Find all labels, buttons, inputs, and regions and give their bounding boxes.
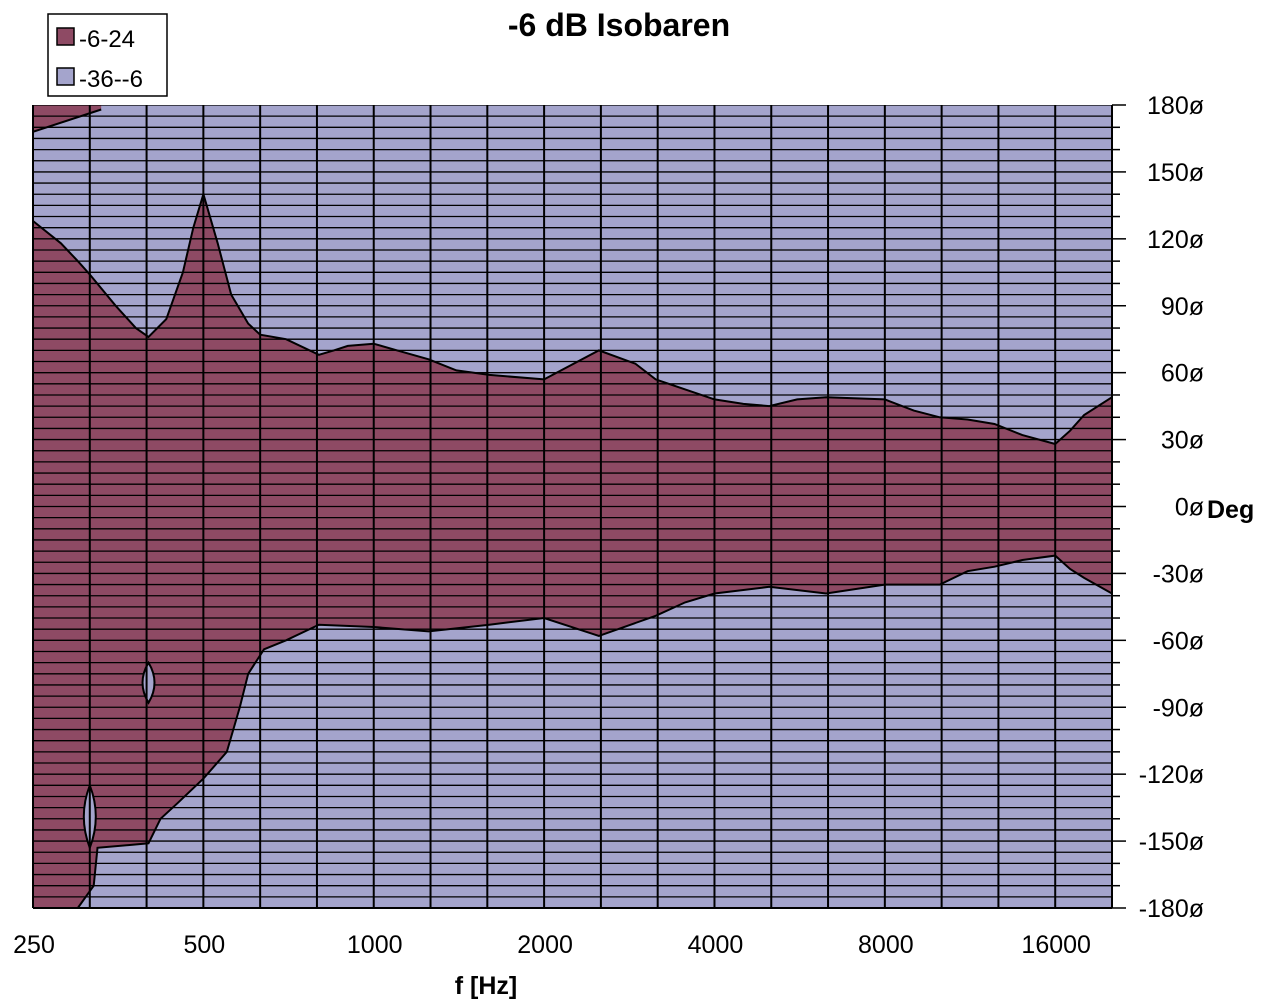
y-tick-label: 120ø	[1147, 226, 1204, 254]
island-0	[141, 660, 156, 705]
x-tick-label: 500	[184, 931, 226, 959]
y-tick-label: 60ø	[1161, 360, 1204, 388]
y-axis-label: Deg	[1207, 496, 1254, 524]
y-tick-label: -120ø	[1139, 761, 1204, 789]
y-tick-label: 150ø	[1147, 159, 1204, 187]
y-axis-ticks: 180ø 150ø 120ø 90ø 60ø 30ø 0ø -30ø -60ø -90ø -120ø…	[1112, 92, 1204, 923]
y-tick-label: 180ø	[1147, 92, 1204, 120]
legend-label: -6-24	[79, 26, 135, 53]
upper-boundary-line	[33, 190, 1112, 446]
legend-label: -36--6	[79, 66, 143, 93]
y-tick-label: 30ø	[1161, 427, 1204, 455]
x-tick-label: 8000	[858, 931, 914, 959]
vertical-gridlines	[32, 105, 1113, 909]
legend-swatch	[56, 67, 75, 86]
lower-boundary-line	[33, 554, 1112, 908]
chart-legend: -6-24 -36--6	[47, 13, 168, 97]
x-tick-label: 16000	[1021, 931, 1091, 959]
y-tick-label: 0ø	[1175, 494, 1204, 522]
x-tick-label: 1000	[347, 931, 403, 959]
y-tick-label: -60ø	[1153, 627, 1204, 655]
y-tick-label: -30ø	[1153, 560, 1204, 588]
region-corner-0	[33, 105, 102, 132]
y-tick-label: -180ø	[1139, 895, 1204, 923]
legend-swatch	[56, 27, 75, 46]
chart-title: -6 dB Isobaren	[508, 7, 730, 43]
y-tick-label: -90ø	[1153, 694, 1204, 722]
y-tick-label: 90ø	[1161, 293, 1204, 321]
x-axis-label: f [Hz]	[455, 972, 517, 1000]
x-tick-label: 4000	[688, 931, 744, 959]
horizontal-hatching	[33, 105, 1112, 908]
x-tick-label: 250	[13, 931, 55, 959]
y-tick-label: -150ø	[1139, 828, 1204, 856]
x-tick-label: 2000	[517, 931, 573, 959]
x-axis-ticks: 250 500 1000 2000 4000 8000 16000	[13, 931, 1091, 959]
